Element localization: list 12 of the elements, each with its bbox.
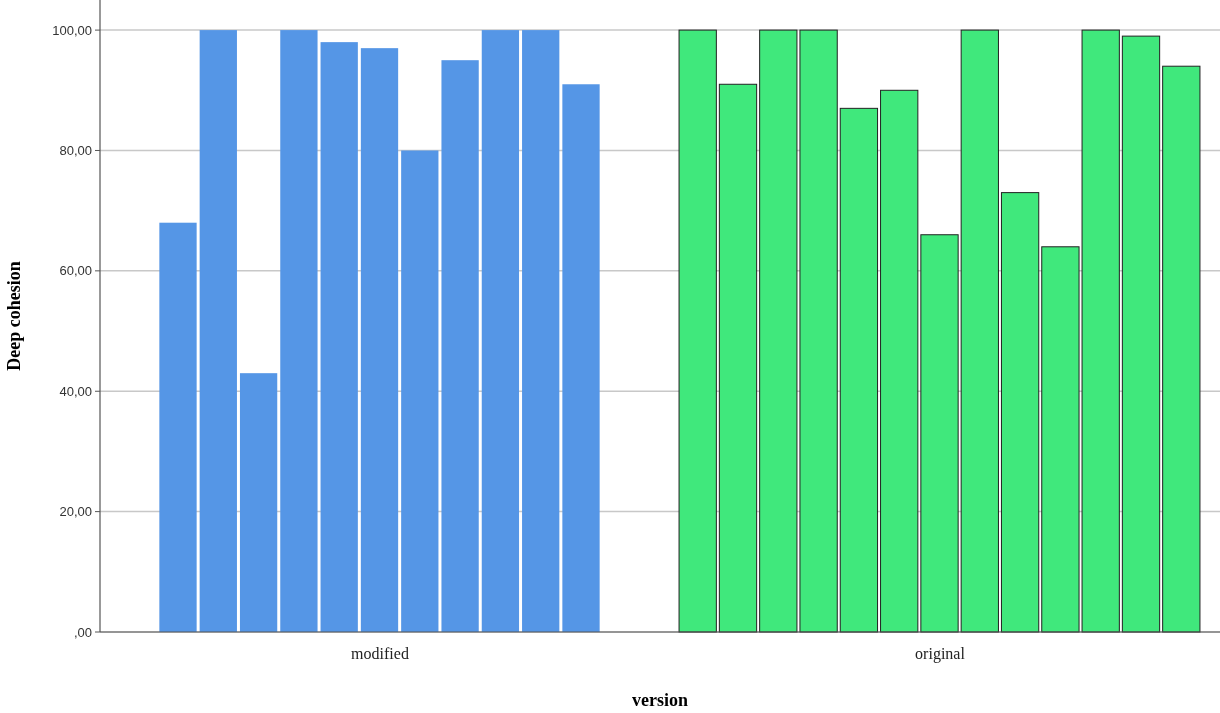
- bar: [1121, 35, 1161, 633]
- y-tick-label: ,00: [73, 624, 92, 640]
- bar: [1162, 65, 1201, 633]
- y-tick-label: 20,00: [59, 504, 92, 520]
- y-tick-label: 100,00: [52, 22, 92, 38]
- y-tick-label: 40,00: [59, 383, 92, 399]
- y-axis-title: Deep cohesion: [4, 261, 24, 371]
- x-tick-label: original: [915, 645, 966, 663]
- y-tick-label: 60,00: [59, 263, 92, 279]
- y-tick-label: 80,00: [59, 143, 92, 159]
- x-tick-label: modified: [351, 645, 409, 662]
- x-axis-title: version: [632, 690, 688, 710]
